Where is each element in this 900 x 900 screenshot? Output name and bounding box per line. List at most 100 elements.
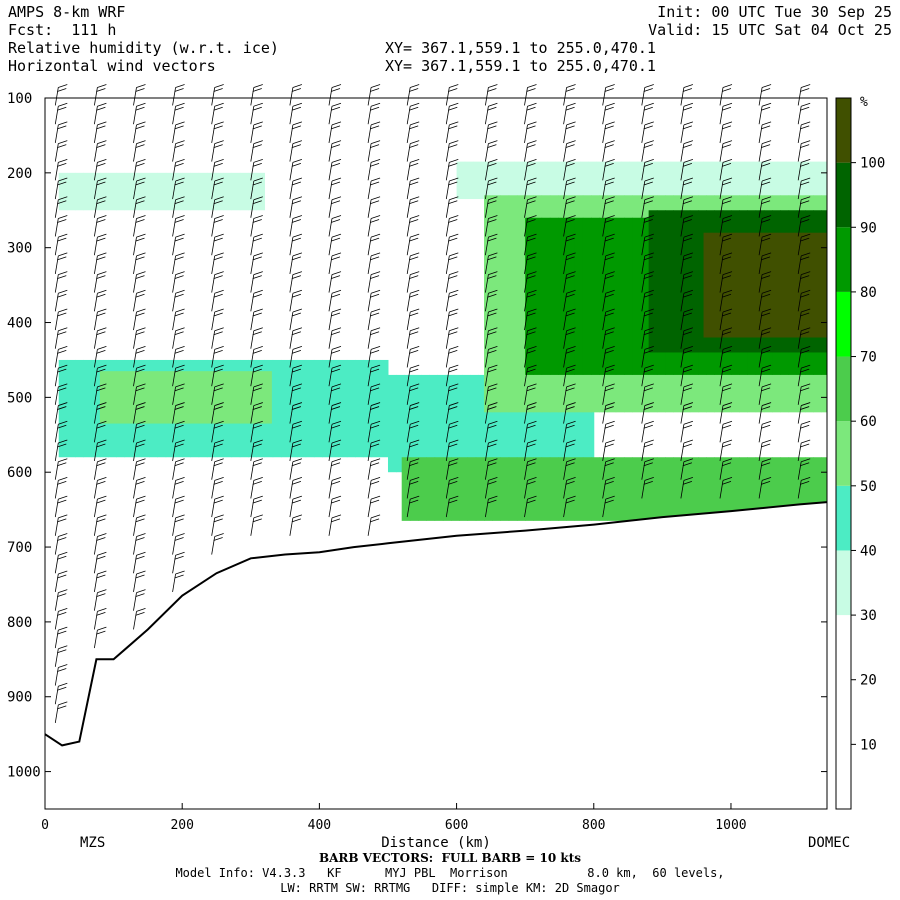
- barb-flag: [722, 477, 733, 481]
- barb-flag: [175, 84, 185, 88]
- barb-flag: [643, 387, 653, 392]
- barb-flag: [722, 215, 733, 219]
- wind-barb: [172, 158, 185, 181]
- rh-cell: [588, 161, 598, 200]
- wind-barb: [445, 233, 459, 256]
- x-tick-label: 200: [170, 818, 193, 833]
- barb-flag: [410, 289, 420, 294]
- barb-staff: [641, 330, 646, 349]
- rh-cell: [802, 232, 812, 338]
- barb-flag: [566, 215, 576, 219]
- barb-flag: [369, 275, 380, 279]
- barb-staff: [758, 180, 763, 200]
- rh-cell: [182, 172, 191, 211]
- barb-staff: [133, 87, 137, 106]
- barb-flag: [96, 518, 106, 523]
- wind-barb: [797, 158, 811, 181]
- barb-staff: [133, 162, 137, 181]
- barb-flag: [292, 458, 303, 463]
- wind-barb: [602, 215, 615, 237]
- barb-staff: [563, 162, 567, 181]
- barb-staff: [54, 386, 59, 405]
- barb-flag: [410, 196, 420, 201]
- wind-barb: [172, 84, 185, 106]
- wind-barb: [328, 439, 342, 462]
- wind-barb: [289, 289, 303, 312]
- barb-flag: [96, 125, 106, 130]
- barb-staff: [758, 405, 763, 424]
- barb-flag: [644, 439, 654, 444]
- rh-cell: [132, 172, 142, 211]
- rh-cell: [514, 161, 523, 200]
- barb-staff: [719, 461, 724, 480]
- rh-cell: [182, 371, 191, 424]
- barb-flag: [801, 402, 811, 406]
- barb-staff: [680, 424, 685, 443]
- barb-staff: [563, 124, 567, 143]
- barb-staff: [54, 330, 59, 349]
- barb-flag: [96, 611, 106, 616]
- barb-staff: [602, 218, 607, 237]
- barb-flag: [761, 233, 772, 238]
- barb-flag: [487, 88, 497, 92]
- barb-flag: [487, 481, 497, 485]
- barb-flag: [291, 443, 302, 448]
- rh-cell: [574, 457, 584, 521]
- xy-line-2: XY= 367.1,559.1 to 255.0,470.1: [385, 57, 656, 75]
- barb-staff: [406, 349, 411, 368]
- barb-flag: [565, 88, 575, 92]
- barb-flag: [331, 458, 342, 463]
- barb-flag: [448, 312, 458, 317]
- barb-staff: [250, 199, 255, 218]
- rh-cell: [777, 161, 787, 200]
- rh-cell: [656, 457, 666, 518]
- init-time: Init: 00 UTC Tue 30 Sep 25: [657, 3, 892, 21]
- wind-barb: [250, 196, 263, 218]
- wind-barb: [719, 121, 733, 143]
- wind-barb: [406, 252, 420, 274]
- wind-barb: [797, 383, 811, 405]
- barb-flag: [761, 327, 772, 332]
- wind-barb: [133, 458, 146, 480]
- barb-flag: [643, 481, 653, 485]
- barb-flag: [682, 443, 693, 448]
- barb-flag: [605, 289, 615, 294]
- barb-flag: [448, 106, 458, 111]
- barb-flag: [604, 350, 614, 354]
- barb-flag: [801, 158, 811, 163]
- barb-flag: [644, 477, 654, 481]
- barb-flag: [57, 125, 67, 130]
- barb-staff: [289, 255, 294, 274]
- barb-flag: [292, 383, 303, 388]
- rh-cell: [714, 457, 724, 513]
- barb-flag: [643, 275, 653, 279]
- barb-staff: [680, 480, 685, 499]
- barb-staff: [758, 480, 763, 499]
- wind-barb: [797, 140, 811, 162]
- barb-flag: [683, 140, 694, 144]
- rh-cell: [645, 161, 655, 200]
- wind-barb: [563, 84, 576, 106]
- barb-flag: [565, 125, 575, 130]
- barb-flag: [448, 331, 458, 336]
- barb-staff: [484, 480, 489, 499]
- rh-cell: [497, 161, 507, 200]
- barb-flag: [57, 481, 67, 485]
- wind-barb: [797, 346, 811, 368]
- barb-staff: [719, 386, 724, 405]
- wind-barb: [367, 102, 381, 125]
- barb-staff: [172, 199, 176, 218]
- barb-staff: [524, 106, 528, 125]
- wind-barb: [328, 233, 342, 256]
- barb-flag: [527, 158, 537, 163]
- barb-flag: [174, 125, 184, 130]
- wind-barb: [680, 364, 694, 387]
- barb-flag: [760, 144, 771, 148]
- barb-flag: [96, 106, 106, 111]
- barb-flag: [761, 383, 772, 388]
- barb-staff: [133, 218, 137, 237]
- barb-staff: [54, 630, 59, 649]
- wind-barb: [328, 289, 342, 312]
- wind-barb: [172, 383, 185, 405]
- barb-staff: [445, 199, 450, 218]
